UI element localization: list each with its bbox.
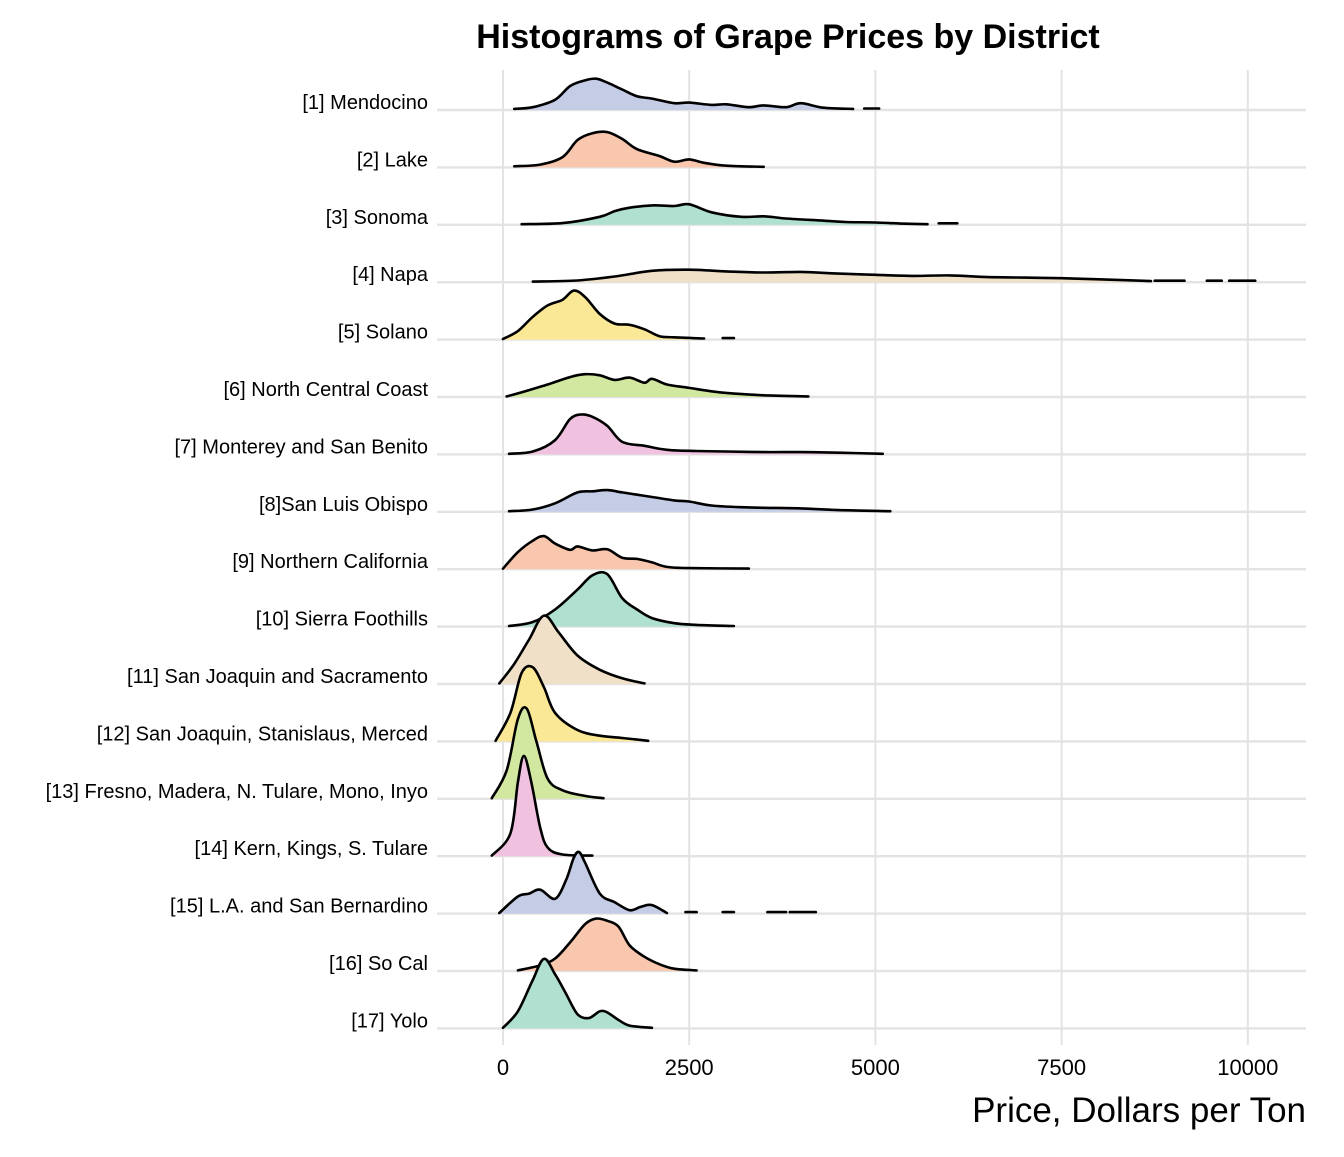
ridge-outline <box>531 268 1153 283</box>
district-label: [3] Sonoma <box>326 207 429 229</box>
district-label: [7] Monterey and San Benito <box>175 436 429 458</box>
chart-title: Histograms of Grape Prices by District <box>476 18 1100 56</box>
ridge-outline <box>501 289 706 341</box>
y-axis-labels: [1] Mendocino [2] Lake [3] Sonoma [4] Napa [… <box>46 92 429 1032</box>
ridge-fill <box>503 958 652 1029</box>
ridge-fill <box>503 536 749 570</box>
ridge-fill <box>495 666 649 742</box>
ridge-17 <box>501 957 654 1030</box>
ridge-fill <box>503 290 705 340</box>
district-label: [15] L.A. and San Bernardino <box>170 896 428 918</box>
ridge-layer <box>490 77 1257 1030</box>
district-label: [12] San Joaquin, Stanislaus, Merced <box>97 723 428 745</box>
ridge-outline <box>490 754 594 857</box>
district-label: [4] Napa <box>352 264 428 286</box>
district-label: [10] Sierra Foothills <box>256 609 428 631</box>
district-label: [16] So Cal <box>329 953 428 975</box>
ridge-outline <box>520 202 929 226</box>
ridge-outline <box>507 413 885 456</box>
ridge-outline <box>516 917 698 972</box>
ridge-2 <box>512 130 765 169</box>
ridge-fill <box>514 131 764 168</box>
ridge-1 <box>512 77 881 111</box>
ridge-14 <box>490 754 594 857</box>
ridge-fill <box>532 269 1151 283</box>
ridge-fill <box>506 374 809 397</box>
district-label: [17] Yolo <box>351 1010 428 1032</box>
district-label: [9] Northern California <box>232 551 429 573</box>
ridge-outline <box>512 77 855 111</box>
ridge-fill <box>499 851 667 914</box>
ridge-fill <box>517 918 697 971</box>
district-label: [6] North Central Coast <box>223 379 428 401</box>
x-axis-title: Price, Dollars per Ton <box>972 1091 1306 1130</box>
ridge-9 <box>501 534 751 570</box>
x-axis-ticks: 0 2500 5000 7500 10000 <box>497 1055 1279 1080</box>
district-label: [5] Solano <box>338 322 428 344</box>
x-tick-label: 7500 <box>1037 1055 1086 1080</box>
ridge-8 <box>507 488 892 513</box>
district-label: [11] San Joaquin and Sacramento <box>127 666 428 688</box>
ridge-12 <box>494 664 650 743</box>
ridge-outline <box>505 372 810 398</box>
ridge-outline <box>512 130 765 169</box>
ridge-outline <box>507 570 736 628</box>
ridge-fill <box>514 78 854 110</box>
ridge-11 <box>498 614 646 685</box>
ridge-outline <box>498 614 646 685</box>
district-label: [1] Mendocino <box>302 92 428 114</box>
district-label: [8]San Luis Obispo <box>259 494 428 516</box>
x-tick-label: 5000 <box>851 1055 900 1080</box>
ridge-16 <box>516 917 698 972</box>
x-tick-label: 0 <box>497 1055 509 1080</box>
ridge-fill <box>509 572 734 627</box>
ridge-fill <box>509 414 883 455</box>
ridge-outline <box>498 850 669 915</box>
x-tick-label: 2500 <box>665 1055 714 1080</box>
ridge-outline <box>501 957 654 1030</box>
x-tick-label: 10000 <box>1217 1055 1278 1080</box>
district-label: [13] Fresno, Madera, N. Tulare, Mono, In… <box>46 781 428 803</box>
ridge-outline <box>494 664 650 743</box>
ridge-10 <box>507 570 736 628</box>
ridge-6 <box>505 372 810 398</box>
ridge-outline <box>490 706 605 800</box>
ridge-7 <box>507 413 885 456</box>
ridge-fill <box>509 490 891 512</box>
ridge-3 <box>520 202 959 226</box>
district-label: [14] Kern, Kings, S. Tulare <box>195 838 428 860</box>
district-label: [2] Lake <box>357 149 428 171</box>
ridge-4 <box>531 268 1257 283</box>
ridge-5 <box>501 289 736 341</box>
ridge-fill <box>491 755 593 857</box>
ridge-outline <box>507 488 892 513</box>
ridge-outline <box>501 534 751 570</box>
ridge-15 <box>498 850 818 915</box>
